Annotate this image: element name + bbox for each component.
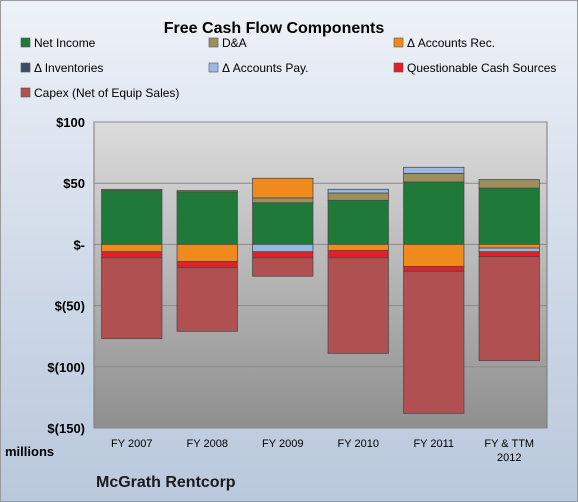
legend-label: Capex (Net of Equip Sales) (34, 86, 179, 100)
x-tick-label: FY & TTM 2012 (484, 438, 534, 464)
bar-segment (252, 177, 314, 199)
legend-swatch (20, 37, 31, 48)
bar-segment (478, 179, 540, 189)
legend-swatch (208, 37, 219, 48)
bar-segment (101, 257, 163, 340)
bar-segment (403, 173, 465, 183)
plot-background (93, 121, 548, 429)
legend-swatch (208, 62, 219, 73)
legend-swatch (20, 87, 31, 98)
y-tick-label: $100 (56, 115, 85, 130)
bar-segment (101, 243, 163, 253)
bar-segment (252, 251, 314, 259)
bar-segment (403, 270, 465, 414)
legend-swatch (393, 62, 404, 73)
bar-segment (327, 243, 389, 251)
bar-segment (478, 243, 540, 249)
bar-segment (176, 243, 238, 262)
bar-segment (327, 257, 389, 354)
bar-segment (252, 243, 314, 253)
chart-title: Free Cash Flow Components (164, 20, 385, 37)
legend-swatch (20, 62, 31, 73)
bar-segment (176, 191, 238, 245)
legend: Net Income D&A Δ Accounts Rec. Δ Inventorie… (20, 36, 556, 100)
bar-segment (478, 247, 540, 253)
bar-segment (403, 166, 465, 174)
bar-segment (403, 266, 465, 272)
legend-label: Net Income (34, 36, 96, 50)
x-tick-label: FY 2008 (187, 438, 228, 450)
y-tick-label: $(50) (55, 299, 85, 314)
legend-swatch (393, 37, 404, 48)
bar-segment (327, 250, 389, 259)
bar-segment (176, 190, 238, 193)
bar-segment (403, 181, 465, 245)
legend-label: Δ Accounts Rec. (407, 36, 495, 50)
legend-label: D&A (222, 36, 247, 50)
bar-segment (403, 243, 465, 267)
legend-label: Δ Inventories (34, 61, 103, 75)
bar-segment (327, 199, 389, 245)
bar-segment (478, 187, 540, 245)
y-axis: $100 $50 $- $(50) $(100) $(150) (47, 115, 85, 436)
y-tick-label: $(150) (47, 421, 85, 436)
y-tick-label: $- (73, 237, 85, 252)
bar-segment (478, 256, 540, 362)
unit-label: millions (5, 444, 54, 459)
bar-segment (101, 190, 163, 245)
bar-segment (478, 251, 540, 258)
bar-segment (176, 261, 238, 269)
company-name: McGrath Rentcorp (96, 474, 236, 491)
x-tick-label: FY 2009 (262, 438, 303, 450)
x-axis: FY 2007 FY 2008 FY 2009 FY 2010 FY 2011 FY & … (111, 438, 534, 464)
plot-area (93, 121, 548, 429)
legend-label: Questionable Cash Sources (407, 61, 556, 75)
bar-segment (252, 257, 314, 277)
x-tick-label: FY 2011 (413, 438, 454, 450)
bar-segment (101, 251, 163, 259)
bar-segment (101, 188, 163, 191)
legend-label: Δ Accounts Pay. (222, 61, 309, 75)
bar-segment (327, 188, 389, 194)
x-tick-label: FY 2007 (111, 438, 152, 450)
y-tick-label: $(100) (47, 360, 85, 375)
x-tick-label: FY 2010 (338, 438, 379, 450)
bar-segment (252, 197, 314, 204)
bar-segment (176, 267, 238, 332)
y-tick-label: $50 (63, 176, 85, 191)
bar-segment (327, 192, 389, 201)
bar-segment (252, 202, 314, 245)
